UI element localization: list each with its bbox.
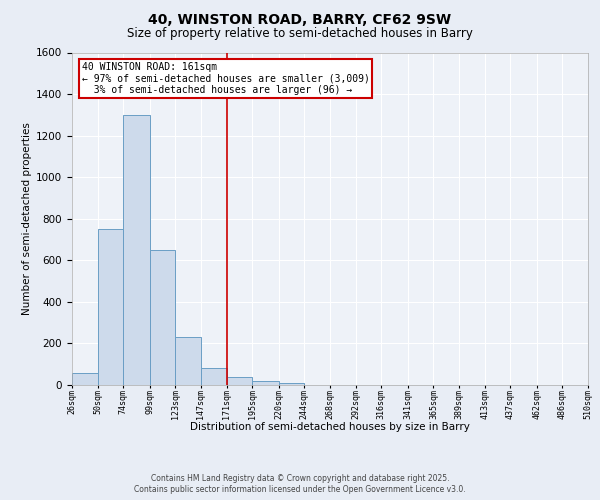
X-axis label: Distribution of semi-detached houses by size in Barry: Distribution of semi-detached houses by …: [190, 422, 470, 432]
Bar: [279, 383, 304, 385]
Text: 40 WINSTON ROAD: 161sqm
← 97% of semi-detached houses are smaller (3,009)
  3% o: 40 WINSTON ROAD: 161sqm ← 97% of semi-de…: [82, 62, 370, 95]
Text: Size of property relative to semi-detached houses in Barry: Size of property relative to semi-detach…: [127, 28, 473, 40]
Bar: [72, 372, 98, 385]
Bar: [252, 381, 279, 385]
Bar: [175, 337, 201, 385]
Bar: [123, 115, 150, 385]
Bar: [98, 229, 123, 385]
Bar: [150, 250, 175, 385]
Y-axis label: Number of semi-detached properties: Number of semi-detached properties: [22, 122, 32, 315]
Bar: [201, 368, 227, 385]
Text: 40, WINSTON ROAD, BARRY, CF62 9SW: 40, WINSTON ROAD, BARRY, CF62 9SW: [148, 12, 452, 26]
Text: Contains HM Land Registry data © Crown copyright and database right 2025.
Contai: Contains HM Land Registry data © Crown c…: [134, 474, 466, 494]
Bar: [227, 376, 252, 385]
